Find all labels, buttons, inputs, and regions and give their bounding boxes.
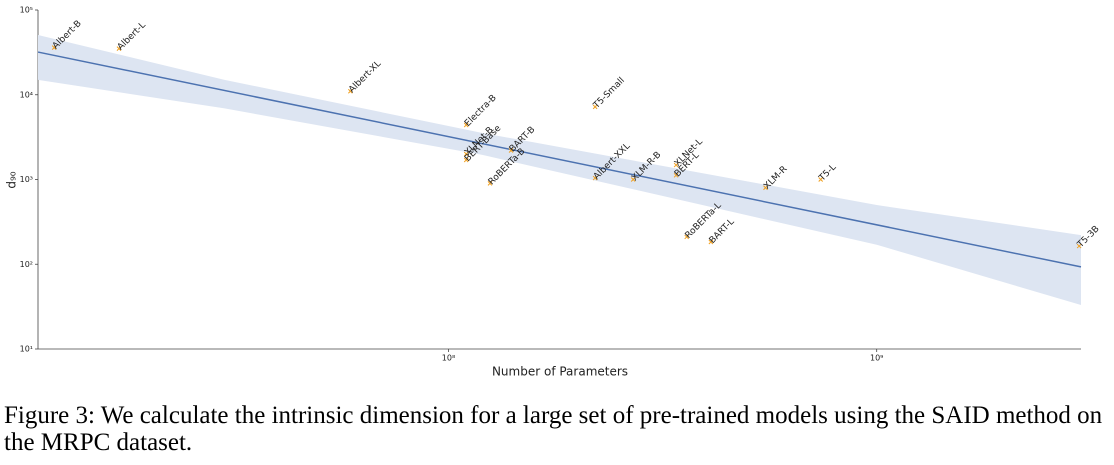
point-label: Albert-L	[116, 20, 148, 52]
y-tick-label: 10⁵	[20, 6, 33, 15]
y-tick-label: 10³	[20, 175, 33, 184]
x-tick-label: 10⁹	[870, 354, 883, 363]
confidence-band	[38, 35, 1081, 306]
caption: Figure 3: We calculate the intrinsic dim…	[4, 402, 1103, 456]
point-label: Albert-XL	[347, 59, 383, 95]
point-marker	[818, 177, 824, 182]
point-marker	[592, 104, 598, 110]
point-marker	[463, 151, 469, 157]
y-tick-label: 10¹	[20, 345, 33, 354]
point-marker	[592, 175, 598, 181]
point-marker	[487, 181, 493, 186]
fit-line	[37, 51, 1082, 268]
x-axis-label: Number of Parameters	[492, 365, 628, 379]
point-marker	[348, 88, 353, 94]
point-marker	[708, 239, 714, 245]
point-label: Electra-B	[463, 93, 499, 129]
point-marker	[116, 46, 122, 51]
point-marker	[673, 172, 679, 178]
point-marker	[673, 162, 679, 168]
point-label: BART-L	[708, 217, 737, 246]
point-marker	[463, 122, 469, 128]
point-label: T5-Small	[591, 76, 627, 112]
y-axis-label: d₉₀	[5, 171, 19, 188]
point-marker	[463, 157, 469, 163]
point-marker	[763, 185, 768, 191]
point-marker	[684, 234, 690, 240]
y-tick-label: 10⁴	[20, 90, 33, 99]
x-tick-label: 10⁸	[442, 354, 455, 363]
point-marker	[508, 148, 514, 153]
point-marker	[630, 177, 636, 182]
chart: Number of Parameters d₉₀ 10¹ 10² 10³ 10⁴ 10⁵…	[5, 6, 1102, 379]
point-marker	[1076, 243, 1082, 249]
point-marker	[51, 45, 57, 50]
y-tick-label: 10²	[20, 260, 33, 269]
